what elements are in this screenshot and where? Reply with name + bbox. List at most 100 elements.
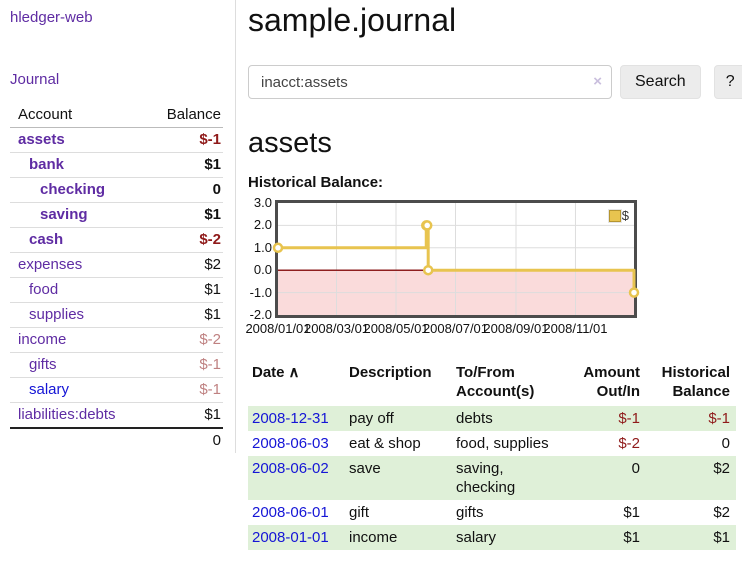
transaction-date-link[interactable]: 2008-06-03 xyxy=(252,435,329,452)
transaction-balance: $2 xyxy=(646,456,736,500)
register-table: Date ∧ Description To/From Account(s) Amo… xyxy=(248,361,736,550)
accounts-header-row: Account Balance xyxy=(10,104,223,128)
account-link[interactable]: salary xyxy=(29,381,70,398)
search-button[interactable]: Search xyxy=(620,65,701,99)
account-balance: $1 xyxy=(143,277,223,303)
x-axis-tick: 2008/07/01 xyxy=(422,321,489,336)
account-balance: $-1 xyxy=(143,352,223,378)
chart-title: Historical Balance: xyxy=(248,174,384,191)
chart-plot-area: $ xyxy=(272,200,640,318)
transaction-balance: $1 xyxy=(646,525,736,550)
transaction-row: 2008-12-31 pay off debts $-1 $-1 xyxy=(248,406,736,431)
clear-search-icon[interactable]: × xyxy=(593,73,602,90)
account-link[interactable]: saving xyxy=(40,206,88,223)
account-row: income $-2 xyxy=(10,327,223,353)
account-row: liabilities:debts $1 xyxy=(10,402,223,429)
account-balance: 0 xyxy=(143,177,223,203)
legend-swatch xyxy=(607,208,622,223)
search-input[interactable] xyxy=(248,65,612,99)
account-link[interactable]: food xyxy=(29,281,59,298)
account-balance: $1 xyxy=(143,202,223,228)
search-form: × Search ? xyxy=(248,65,742,99)
help-button[interactable]: ? xyxy=(713,65,742,99)
x-axis-tick: 2008/09/01 xyxy=(483,321,549,336)
transaction-accounts: debts xyxy=(452,406,564,431)
transaction-amount: 0 xyxy=(564,456,646,500)
register-header-accounts: To/From Account(s) xyxy=(456,364,535,400)
x-axis-tick: 2008/11/01 xyxy=(543,321,608,336)
balance-chart: $ 3.0 2.0 1.0 0.0 -1.0 -2.0 2008/01/01 2008/03/… xyxy=(245,195,736,337)
transaction-accounts: saving, checking xyxy=(452,456,564,500)
account-link[interactable]: bank xyxy=(29,156,65,173)
transaction-balance: 0 xyxy=(721,435,730,452)
transaction-accounts: salary xyxy=(452,525,564,550)
account-link[interactable]: liabilities:debts xyxy=(18,406,116,423)
register-header-amount: Amount Out/In xyxy=(583,364,640,400)
page-title: sample.journal xyxy=(248,2,457,38)
register-header-balance: Historical Balance xyxy=(661,364,730,400)
transaction-amount: $-2 xyxy=(618,435,640,452)
sidebar-nav: Journal xyxy=(10,71,223,88)
account-heading: assets xyxy=(248,127,332,159)
accounts-header-balance: Balance xyxy=(143,104,223,128)
account-link[interactable]: cash xyxy=(29,231,64,248)
transaction-description: pay off xyxy=(345,406,452,431)
account-row: assets $-1 xyxy=(10,127,223,153)
sidebar-item-journal[interactable]: Journal xyxy=(10,71,60,88)
account-row: cash $-2 xyxy=(10,227,223,253)
transaction-description: gift xyxy=(349,504,370,521)
transaction-row: 2008-01-01 income salary $1 $1 xyxy=(248,525,736,550)
legend-label: $ xyxy=(621,208,629,223)
x-axis-tick: 2008/05/01 xyxy=(363,321,429,336)
accounts-total-row: 0 xyxy=(10,427,223,453)
accounts-table: Account Balance assets $-1 bank $1 checking 0… xyxy=(10,104,223,453)
account-row: checking 0 xyxy=(10,177,223,203)
account-row: food $1 xyxy=(10,277,223,303)
sort-asc-icon: ∧ xyxy=(288,364,300,381)
app-title-link[interactable]: hledger-web xyxy=(10,9,93,26)
transaction-row: 2008-06-01 gift gifts $1 $2 xyxy=(248,500,736,525)
account-balance: $-2 xyxy=(143,327,223,353)
account-row: saving $1 xyxy=(10,202,223,228)
accounts-header-account: Account xyxy=(10,104,144,128)
page: hledger-web Journal Account Balance asse… xyxy=(10,0,742,550)
account-link[interactable]: assets xyxy=(18,131,65,148)
transaction-description: eat & shop xyxy=(349,435,421,452)
transaction-date-link[interactable]: 2008-06-02 xyxy=(252,460,329,477)
transaction-date-link[interactable]: 2008-06-01 xyxy=(252,504,329,521)
data-point-marker xyxy=(422,264,434,276)
register-header-row: Date ∧ Description To/From Account(s) Amo… xyxy=(248,361,736,406)
account-row: salary $-1 xyxy=(10,377,223,403)
account-link[interactable]: supplies xyxy=(29,306,85,323)
accounts-total-value: 0 xyxy=(143,427,223,453)
transaction-description: income xyxy=(345,525,452,550)
account-row: bank $1 xyxy=(10,152,223,178)
register-header-date[interactable]: Date ∧ xyxy=(252,364,300,381)
y-axis-tick: 2.0 xyxy=(253,217,272,233)
transaction-amount: $-1 xyxy=(564,406,646,431)
y-axis-tick: -2.0 xyxy=(249,307,272,322)
transaction-balance: $-1 xyxy=(646,406,736,431)
account-link[interactable]: income xyxy=(18,331,67,348)
data-point-marker xyxy=(421,220,433,231)
chart-legend: $ xyxy=(607,208,629,223)
account-balance: $1 xyxy=(143,302,223,328)
account-link[interactable]: checking xyxy=(40,181,106,198)
main-content: sample.journal × Search ? assets Histori… xyxy=(236,0,742,550)
account-link[interactable]: gifts xyxy=(29,356,57,373)
transaction-date-link[interactable]: 2008-01-01 xyxy=(252,529,329,546)
y-axis-tick: 1.0 xyxy=(253,239,272,255)
account-balance: $-1 xyxy=(143,377,223,403)
transaction-row: 2008-06-03 eat & shop food, supplies $-2 0 xyxy=(248,431,736,456)
accounts-total-spacer xyxy=(10,427,144,453)
account-link[interactable]: expenses xyxy=(18,256,83,273)
transaction-accounts: gifts xyxy=(456,504,484,521)
x-axis-tick: 2008/03/01 xyxy=(303,321,370,336)
account-balance: $-2 xyxy=(143,227,223,253)
transaction-amount: $1 xyxy=(623,504,640,521)
transaction-date-link[interactable]: 2008-12-31 xyxy=(252,410,329,427)
search-box: × xyxy=(248,65,612,99)
x-axis-tick: 2008/01/01 xyxy=(245,321,311,336)
y-axis-tick: -1.0 xyxy=(249,284,272,300)
chart-canvas xyxy=(272,203,640,315)
